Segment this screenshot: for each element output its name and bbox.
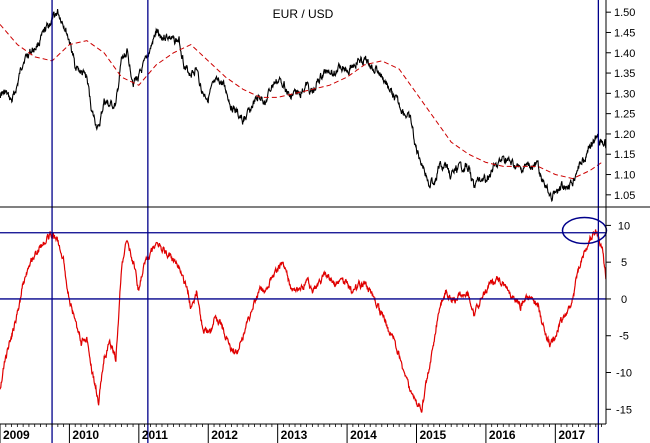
x-tick-label: 2012 [211,428,238,442]
upper-y-tick-label: 1.05 [614,190,635,202]
lower-y-tick-label: -15 [616,404,632,416]
lower-y-tick-label: 0 [621,294,627,306]
upper-y-tick-label: 1.40 [614,48,635,60]
lower-panel: -15 -10 -5 0 5 10 [0,216,632,416]
lower-y-tick-label: 10 [618,220,630,232]
x-tick-label: 2013 [281,428,308,442]
oscillator-line [0,229,607,413]
upper-y-tick-label: 1.30 [614,88,635,100]
x-tick-label: 2010 [72,428,99,442]
x-tick-label: 2016 [489,428,516,442]
lower-y-tick-label: 5 [621,257,627,269]
upper-y-tick-label: 1.35 [614,68,635,80]
lower-y-tick-label: -5 [619,331,629,343]
upper-y-tick-label: 1.25 [614,109,635,121]
x-tick-label: 2009 [3,428,30,442]
x-tick-label: 2015 [419,428,446,442]
upper-y-tick-label: 1.20 [614,129,635,141]
lower-y-tick-label: -10 [616,368,632,380]
x-tick-label: 2011 [142,428,168,442]
upper-y-tick-label: 1.45 [614,27,635,39]
x-tick-label: 2014 [350,428,377,442]
moving-average-line [0,24,603,180]
upper-chart-title: EUR / USD [273,7,334,21]
x-tick-label: 2017 [558,428,585,442]
upper-y-tick-label: 1.10 [614,170,635,182]
upper-panel: 1.05 1.10 1.15 1.20 1.25 1.30 1.35 1.40 1.45 1.50 [0,7,635,203]
upper-y-tick-label: 1.50 [614,7,635,19]
upper-y-tick-label: 1.15 [614,149,635,161]
x-axis: 2009 2010 2011 2012 2013 2014 2015 2016 2017 [0,424,603,443]
